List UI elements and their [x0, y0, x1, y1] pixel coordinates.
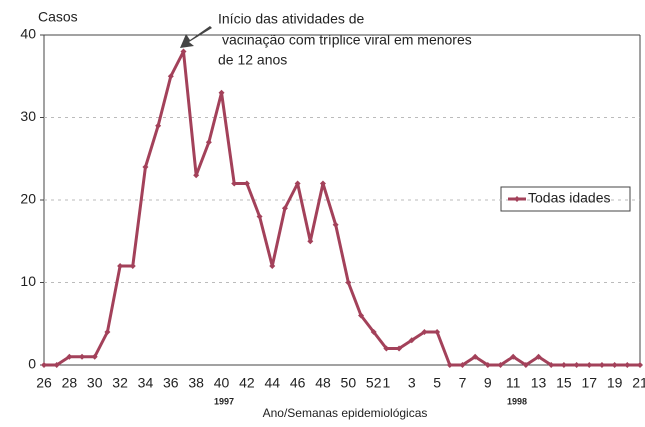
x-tick-label: 7: [459, 375, 467, 391]
legend-label: Todas idades: [528, 190, 611, 206]
x-tick-label: 3: [408, 375, 416, 391]
series-line: [44, 50, 640, 367]
marker: [281, 205, 288, 212]
marker: [522, 362, 529, 368]
marker: [446, 362, 453, 368]
marker: [41, 362, 47, 368]
marker: [155, 122, 162, 129]
marker: [459, 362, 466, 368]
marker: [396, 345, 403, 352]
marker: [117, 263, 124, 269]
marker: [193, 172, 200, 179]
marker: [370, 329, 377, 335]
marker: [408, 337, 415, 344]
marker: [218, 89, 225, 96]
marker: [91, 353, 98, 360]
marker: [434, 329, 441, 335]
marker: [104, 329, 111, 335]
x-tick-label: 9: [484, 375, 492, 391]
marker: [548, 362, 555, 368]
x-tick-label: 28: [62, 375, 78, 391]
x-tick-label: 17: [581, 375, 597, 391]
x-tick-label: 19: [607, 375, 623, 391]
marker: [66, 353, 73, 360]
marker: [129, 263, 136, 269]
x-tick-label: 13: [531, 375, 547, 391]
annotation-arrow: [180, 26, 212, 48]
marker: [307, 238, 314, 245]
marker: [484, 362, 491, 368]
x-tick-label: 38: [188, 375, 204, 391]
x-tick-label: 42: [239, 375, 255, 391]
marker: [243, 180, 250, 187]
marker: [332, 221, 339, 228]
year-label: 1997: [214, 396, 234, 406]
marker: [358, 312, 365, 319]
marker: [256, 213, 263, 220]
marker: [345, 279, 352, 286]
y-tick-label: 20: [20, 191, 36, 207]
x-tick-label: 15: [556, 375, 572, 391]
x-tick-label: 46: [290, 375, 306, 391]
marker: [319, 180, 326, 187]
marker: [560, 362, 567, 368]
x-tick-label: 21: [632, 375, 645, 391]
marker: [167, 73, 174, 80]
annotation: vacinação com tríplice viral em menores: [222, 32, 472, 48]
x-tick-label: 40: [214, 375, 230, 391]
marker: [598, 362, 605, 368]
x-tick-label: 34: [138, 375, 154, 391]
marker: [586, 362, 593, 368]
marker: [421, 329, 428, 335]
y-tick-label: 10: [20, 273, 36, 289]
year-label: 1998: [507, 396, 527, 406]
y-tick-label: 30: [20, 108, 36, 124]
marker: [611, 362, 618, 368]
marker: [637, 362, 643, 368]
marker: [79, 353, 86, 360]
x-tick-label: 32: [112, 375, 128, 391]
marker: [180, 48, 187, 55]
x-tick-label: 36: [163, 375, 179, 391]
marker: [383, 345, 390, 352]
x-axis-label: Ano/Semanas epidemiológicas: [263, 406, 428, 420]
marker: [142, 164, 149, 170]
x-tick-label: 26: [36, 375, 52, 391]
x-tick-label: 50: [341, 375, 357, 391]
legend-marker: [514, 196, 520, 202]
marker: [624, 362, 631, 368]
marker: [573, 362, 580, 368]
x-tick-label: 5: [433, 375, 441, 391]
x-tick-label: 1: [382, 375, 390, 391]
marker: [294, 180, 301, 187]
x-tick-label: 48: [315, 375, 331, 391]
x-tick-label: 30: [87, 375, 103, 391]
marker: [535, 353, 542, 360]
y-tick-label: 0: [28, 356, 36, 372]
y-axis-label: Casos: [38, 9, 78, 25]
marker: [231, 180, 238, 187]
x-tick-label: 44: [264, 375, 280, 391]
x-tick-label: 11: [506, 375, 521, 391]
annotation: de 12 anos: [218, 52, 287, 68]
marker: [497, 362, 504, 368]
annotation: Início das atividades de: [218, 11, 365, 27]
marker: [205, 139, 212, 146]
marker: [269, 263, 276, 269]
marker: [472, 353, 479, 360]
x-tick-label: 52: [366, 375, 382, 391]
marker: [53, 362, 60, 368]
marker: [510, 353, 517, 360]
y-tick-label: 40: [20, 26, 36, 42]
